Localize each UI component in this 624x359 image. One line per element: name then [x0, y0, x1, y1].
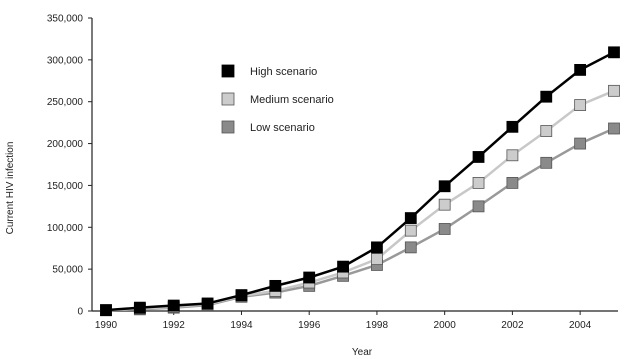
data-point [608, 46, 620, 59]
data-point [235, 289, 248, 301]
data-point [371, 253, 383, 265]
legend-label: Medium scenario [250, 94, 334, 106]
series-1 [100, 46, 620, 317]
axes: 0 50,000 100,000 150,000 200,000 250,000 300,0… [47, 14, 618, 331]
x-tick-label: 2000 [434, 320, 457, 331]
data-point [201, 297, 214, 310]
data-point [472, 200, 485, 213]
data-point [540, 90, 553, 103]
data-point [438, 180, 451, 193]
legend-swatch [221, 64, 235, 78]
legend-item: Low scenario [221, 120, 315, 134]
data-point [574, 137, 587, 150]
data-point [438, 198, 451, 211]
x-tick-label: 1996 [298, 320, 321, 331]
x-tick-label: 2002 [501, 320, 524, 331]
legend-label: High scenario [250, 66, 317, 78]
x-tick-label: 1992 [163, 320, 186, 331]
y-tick-label: 250,000 [47, 97, 84, 108]
data-point [337, 260, 349, 273]
data-point [506, 149, 519, 162]
legend-item: Medium scenario [221, 92, 334, 106]
y-tick-label: 0 [77, 307, 83, 318]
series-layer [100, 46, 620, 317]
legend-swatch [221, 92, 235, 106]
y-tick-label: 100,000 [47, 223, 84, 234]
data-point [303, 271, 316, 284]
data-point [167, 299, 180, 312]
data-point [269, 279, 282, 292]
legend-item: High scenario [221, 64, 317, 78]
data-point [608, 122, 620, 135]
x-tick-label: 2004 [569, 320, 592, 331]
data-point [133, 301, 146, 314]
data-point [472, 151, 485, 163]
data-point [506, 177, 519, 189]
data-point [608, 84, 620, 97]
y-tick-label: 300,000 [47, 55, 84, 66]
y-axis-title: Current HIV infection [5, 142, 16, 235]
data-point [472, 177, 485, 189]
series-line [105, 89, 615, 312]
series-3 [100, 122, 620, 317]
data-point [540, 125, 553, 137]
series-line [105, 127, 615, 312]
x-tick-label: 1990 [95, 320, 118, 331]
x-axis-title: Year [352, 347, 373, 358]
legend-swatch [221, 120, 235, 134]
series-2 [100, 84, 620, 317]
x-tick-label: 1998 [366, 320, 389, 331]
legend: High scenario Medium scenario Low scenario [221, 64, 334, 134]
y-tick-label: 350,000 [47, 14, 84, 25]
legend-label: Low scenario [250, 122, 315, 134]
y-tick-label: 50,000 [52, 265, 83, 276]
series-line [105, 51, 615, 312]
data-point [506, 120, 519, 133]
data-point [574, 64, 587, 76]
data-point [404, 212, 417, 224]
y-tick-label: 200,000 [47, 139, 84, 150]
data-point [574, 99, 587, 111]
data-point [100, 304, 112, 317]
y-tick-label: 150,000 [47, 181, 84, 192]
data-point [438, 223, 451, 235]
data-point [404, 224, 417, 237]
data-point [404, 241, 417, 254]
x-tick-label: 1994 [230, 320, 253, 331]
data-point [540, 156, 553, 169]
data-point [371, 241, 383, 254]
